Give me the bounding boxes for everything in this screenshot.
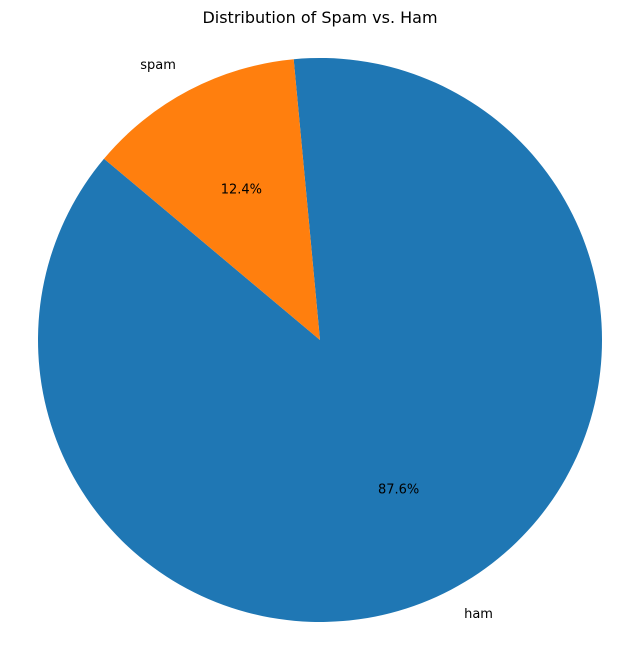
pie-labels: ham 87.6% spam 12.4% <box>140 58 493 622</box>
chart-title: Distribution of Spam vs. Ham <box>202 8 437 27</box>
percent-label-spam: 12.4% <box>221 183 262 198</box>
pie-slice-ham <box>38 57 603 622</box>
pie-slices <box>38 57 603 622</box>
slice-label-ham: ham <box>464 607 493 622</box>
slice-label-spam: spam <box>140 58 176 73</box>
pie-slice-spam <box>103 59 320 340</box>
percent-label-ham: 87.6% <box>378 482 419 497</box>
